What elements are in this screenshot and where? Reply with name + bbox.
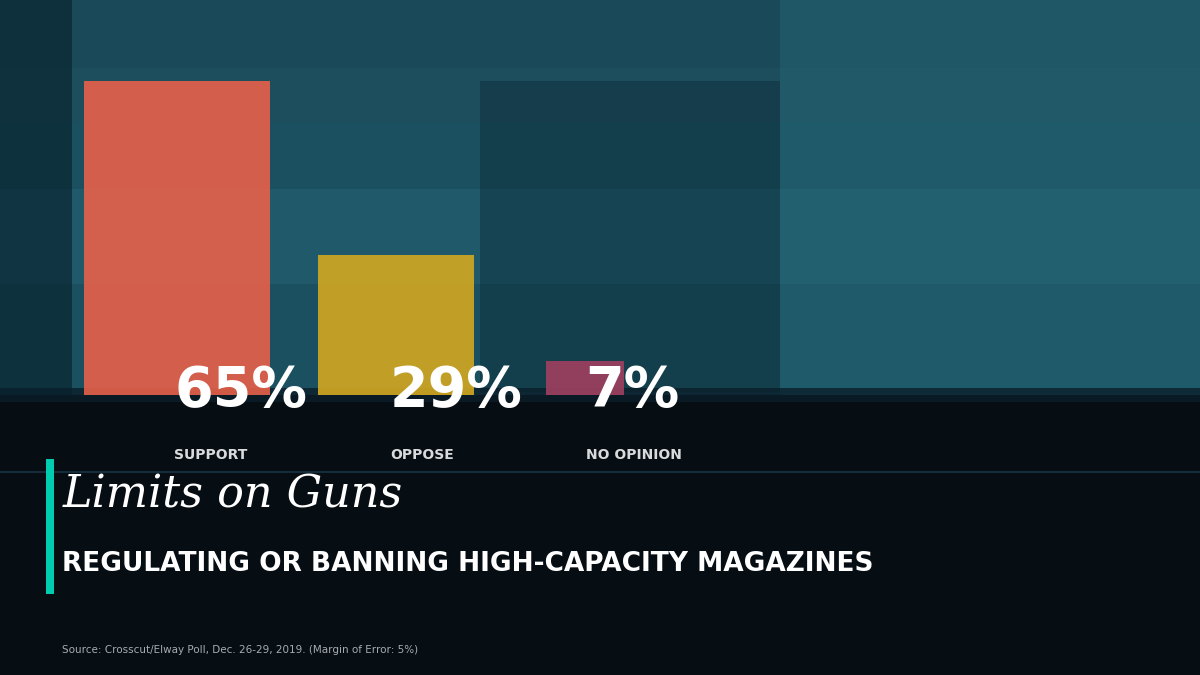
Bar xyxy=(0,0,72,395)
Bar xyxy=(0,122,1200,189)
Bar xyxy=(0,68,1200,122)
Bar xyxy=(0,395,1200,675)
Text: 7%: 7% xyxy=(586,364,680,418)
Text: Limits on Guns: Limits on Guns xyxy=(62,473,403,516)
Text: REGULATING OR BANNING HIGH-CAPACITY MAGAZINES: REGULATING OR BANNING HIGH-CAPACITY MAGA… xyxy=(62,551,874,577)
Text: NO OPINION: NO OPINION xyxy=(586,448,682,462)
Bar xyxy=(318,255,474,395)
Bar xyxy=(0,284,1200,675)
Text: 29%: 29% xyxy=(390,364,523,418)
Bar xyxy=(546,361,624,395)
Bar xyxy=(480,81,780,392)
Bar xyxy=(0,0,1200,395)
Text: 65%: 65% xyxy=(174,364,307,418)
Text: OPPOSE: OPPOSE xyxy=(390,448,454,462)
Bar xyxy=(780,0,1200,395)
Bar xyxy=(0,189,1200,284)
Text: Source: Crosscut/Elway Poll, Dec. 26-29, 2019. (Margin of Error: 5%): Source: Crosscut/Elway Poll, Dec. 26-29,… xyxy=(62,645,419,655)
Text: SUPPORT: SUPPORT xyxy=(174,448,247,462)
Bar xyxy=(0,471,1200,472)
Bar xyxy=(46,459,54,594)
Bar xyxy=(0,0,1200,68)
Bar xyxy=(0,388,1200,402)
Bar xyxy=(84,81,270,395)
